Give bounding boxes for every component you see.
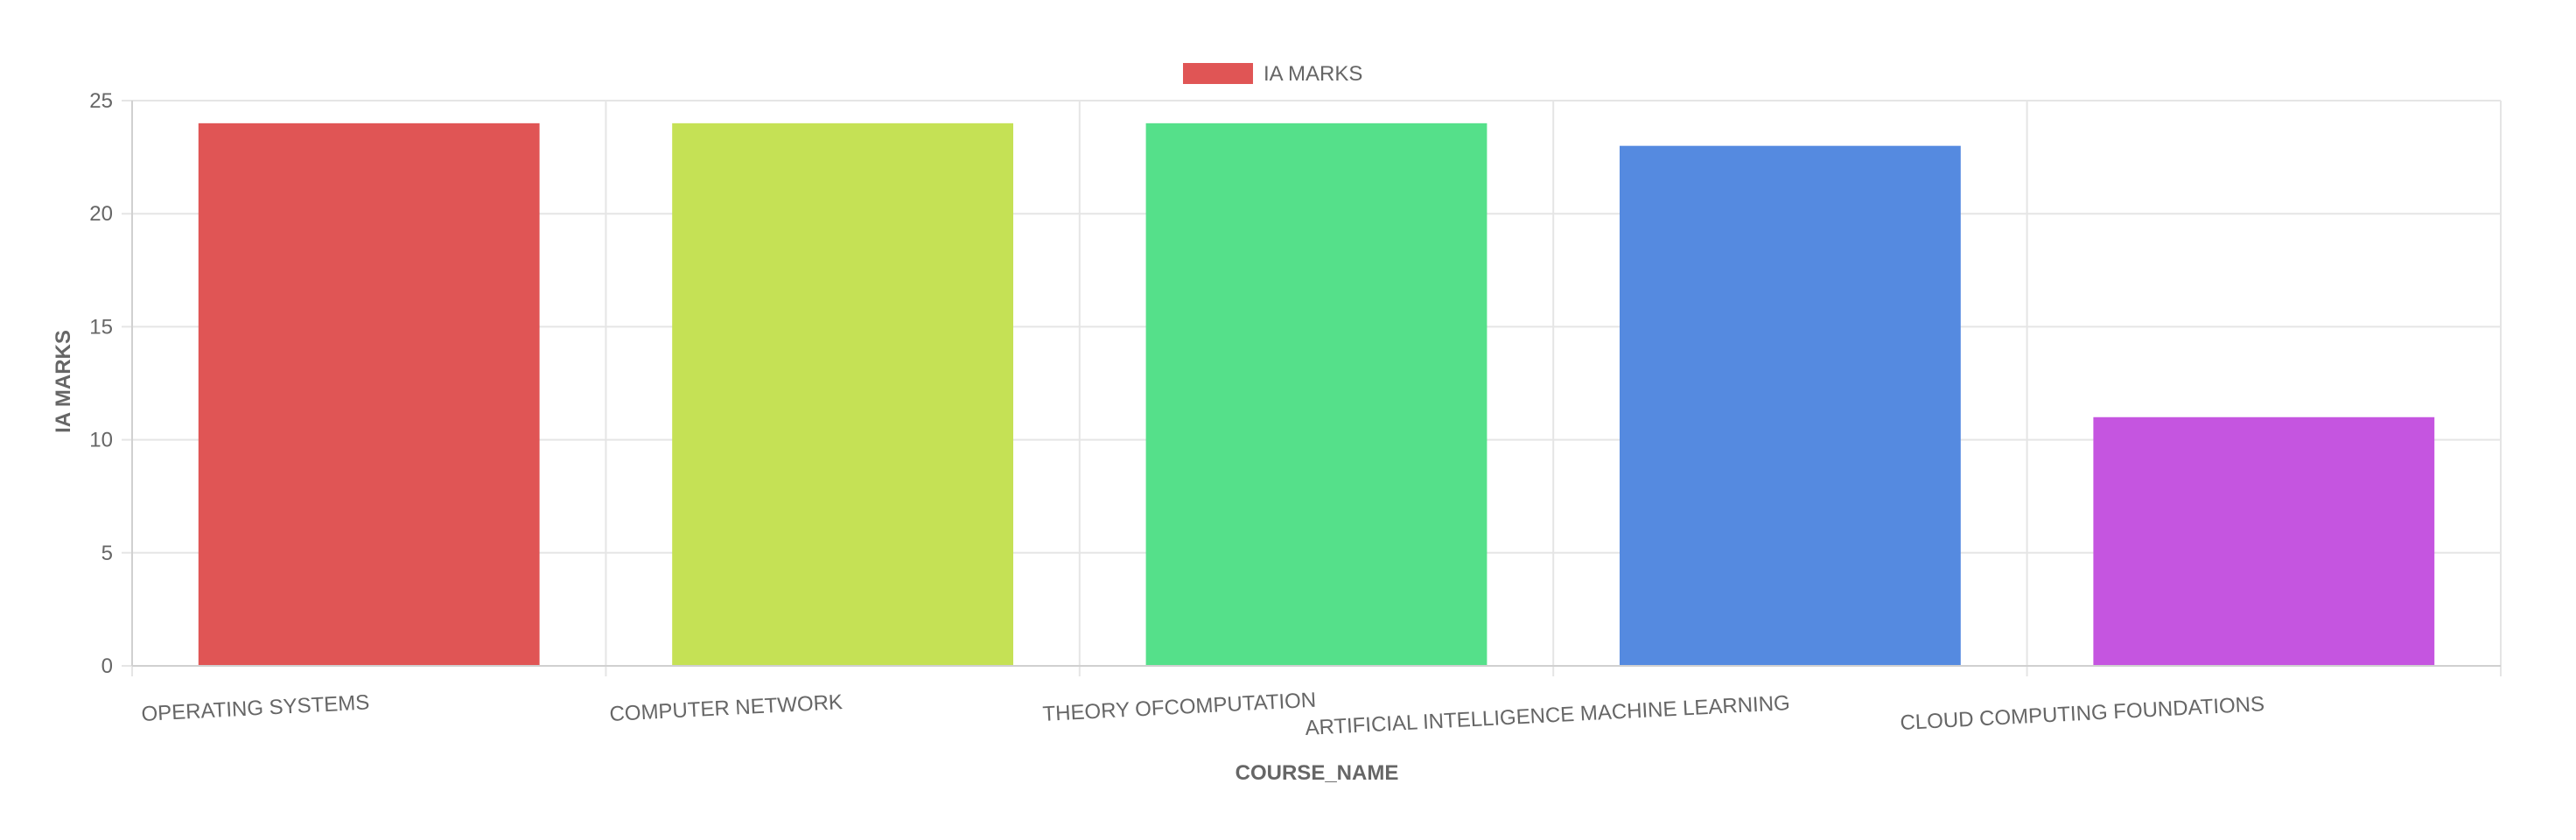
x-tick-labels: OPERATING SYSTEMS COMPUTER NETWORK THEORY …	[141, 689, 2265, 740]
bar[interactable]	[1145, 122, 1488, 667]
bar[interactable]	[672, 122, 1014, 667]
x-tick-label: OPERATING SYSTEMS	[141, 690, 370, 726]
x-tick-label: CLOUD COMPUTING FOUNDATIONS	[1900, 692, 2265, 735]
legend[interactable]: IA MARKS	[1183, 62, 1362, 86]
y-tick-label: 25	[89, 89, 113, 113]
y-tick-label: 15	[89, 315, 113, 339]
bar[interactable]	[2093, 416, 2435, 666]
y-tick-labels: 0 5 10 15 20 25	[89, 89, 113, 678]
x-tick-label: ARTIFICIAL INTELLIGENCE MACHINE LEARNING	[1305, 691, 1790, 740]
bar[interactable]	[198, 122, 540, 667]
legend-swatch	[1183, 63, 1253, 84]
legend-label: IA MARKS	[1264, 62, 1362, 86]
x-tick-label: COMPUTER NETWORK	[609, 690, 844, 726]
x-tick-label: THEORY OFCOMPUTATION	[1042, 689, 1317, 726]
y-tick-label: 20	[89, 202, 113, 226]
y-tick-label: 10	[89, 429, 113, 452]
bars	[198, 122, 2435, 667]
y-axis-title: IA MARKS	[52, 330, 75, 433]
y-tick-label: 5	[102, 542, 113, 565]
axes	[131, 101, 2501, 667]
x-axis-title: COURSE_NAME	[1236, 761, 1399, 785]
bar[interactable]	[1619, 145, 1961, 666]
y-tick-label: 0	[102, 654, 113, 678]
